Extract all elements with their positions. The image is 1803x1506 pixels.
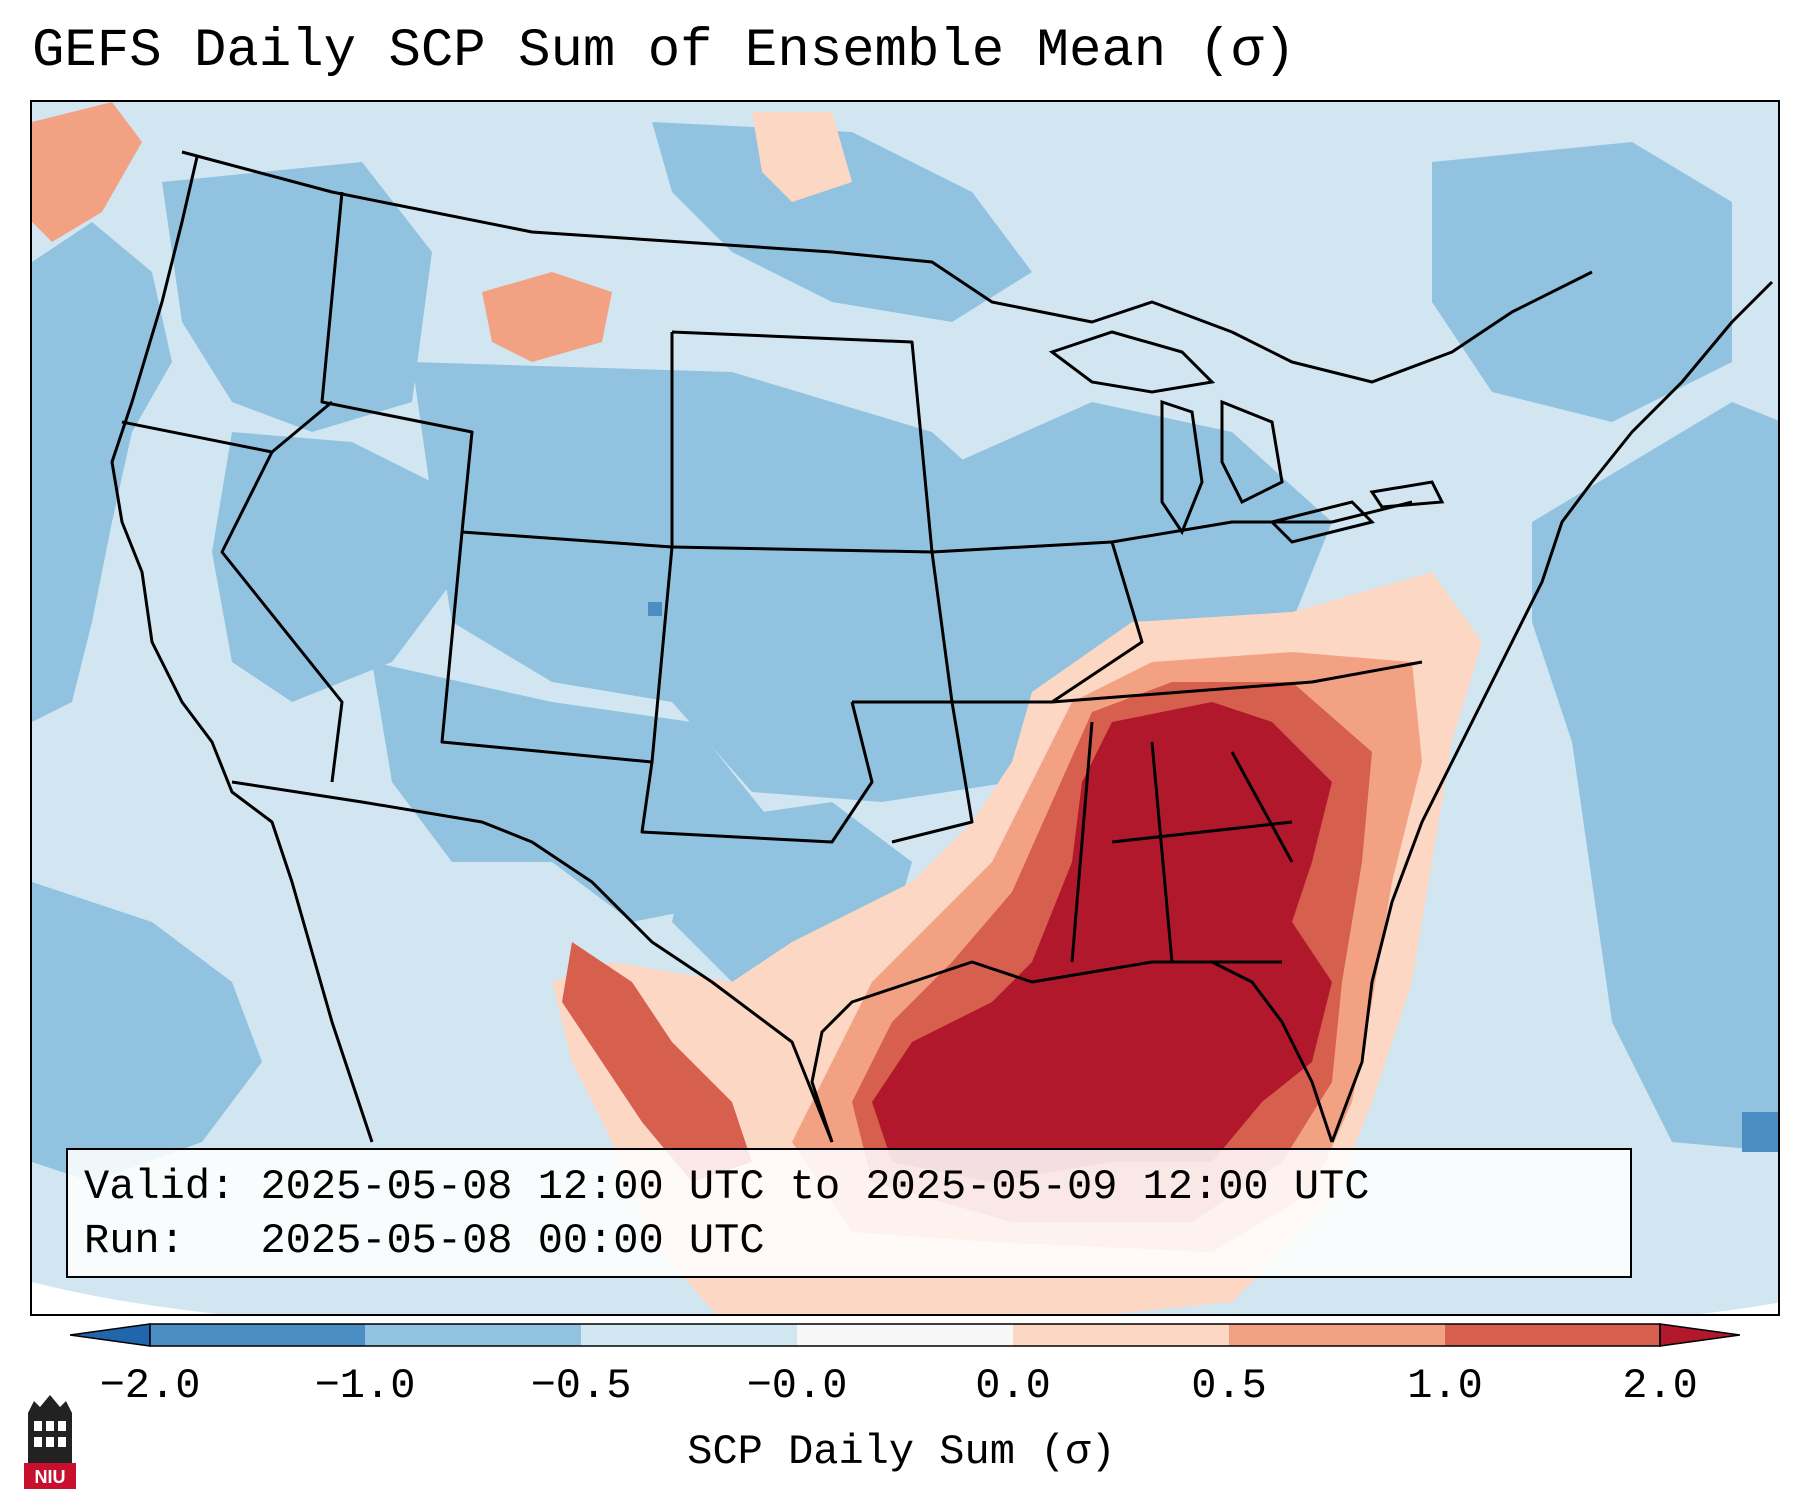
state-line-12	[1111, 820, 1293, 964]
colorbar-tick-label: 0.5	[1191, 1362, 1267, 1410]
colorbar-bin-1	[150, 1324, 365, 1346]
field-north-blue	[652, 122, 1032, 322]
map-panel	[30, 100, 1780, 1316]
lake-superior	[1048, 330, 1216, 394]
state-line-10	[1051, 660, 1423, 704]
colorbar-outline	[149, 1323, 1661, 1347]
run-value: 2025-05-08 00:00 UTC	[260, 1217, 765, 1265]
field-pos-above-2	[872, 702, 1332, 1182]
colorbar-tick-label: −0.0	[746, 1362, 848, 1410]
boundary-lines	[110, 150, 1774, 1143]
colorbar-bin-2	[365, 1324, 581, 1346]
field-pos-mexico-strip	[562, 942, 752, 1182]
state-line-4	[440, 531, 674, 764]
logo-window	[58, 1437, 66, 1447]
pacific-coastline	[110, 156, 374, 1143]
field-northwest-blue	[162, 162, 432, 432]
lake-michigan	[1160, 399, 1204, 536]
colorbar-bin-3	[581, 1324, 797, 1346]
valid-value: 2025-05-08 12:00 UTC to 2025-05-09 12:00…	[260, 1163, 1370, 1211]
field-east-canada-blue	[1432, 142, 1732, 422]
state-line-13	[891, 701, 974, 844]
colorbar-bin-4	[797, 1324, 1013, 1346]
colorbar-tick-label: −1.0	[314, 1362, 416, 1410]
colorbar-tick-label: 2.0	[1622, 1362, 1698, 1410]
state-line-1	[320, 191, 674, 549]
state-line-8	[931, 540, 1144, 704]
state-line-3	[220, 451, 344, 783]
logo-window	[46, 1437, 54, 1447]
lake-erie	[1269, 500, 1375, 544]
run-label: Run:	[84, 1217, 185, 1265]
valid-label: Valid:	[84, 1163, 236, 1211]
logo-tower-roof	[28, 1395, 72, 1413]
valid-run-info-box: Valid: 2025-05-08 12:00 UTC to 2025-05-0…	[66, 1148, 1632, 1278]
niu-tower-logo-icon: NIU	[24, 1395, 76, 1489]
logo-window	[34, 1437, 42, 1447]
state-line-11	[1070, 721, 1294, 963]
field-rockies-blue	[412, 362, 1082, 802]
colorbar-bin-6	[1229, 1324, 1445, 1346]
northern-border	[181, 150, 1593, 384]
colorbar-tick-label: 0.0	[975, 1362, 1051, 1410]
field-pos-canada-patch	[752, 112, 852, 202]
colorbar-label: SCP Daily Sum (σ)	[687, 1428, 1116, 1476]
logo-window	[58, 1421, 66, 1431]
field-pos-northwest-corner	[32, 102, 142, 242]
logo-window	[46, 1421, 54, 1431]
logo-window	[34, 1421, 42, 1431]
map-title: GEFS Daily SCP Sum of Ensemble Mean (σ)	[32, 21, 1296, 82]
colorbar-tick-label: −0.5	[530, 1362, 632, 1410]
logo-text-band	[24, 1463, 76, 1489]
colorbar-extend-high	[1659, 1323, 1740, 1347]
field-colorado-spot	[648, 602, 662, 616]
colorbar-bin-7	[1445, 1324, 1660, 1346]
field-atlantic-blue	[1532, 402, 1778, 1152]
field-caribbean-spot	[1742, 1112, 1778, 1152]
lake-ontario	[1369, 480, 1445, 509]
colorbar	[70, 1323, 1740, 1347]
gulf-coastline	[810, 960, 1334, 1143]
state-line-7	[671, 330, 934, 553]
state-line-5	[640, 701, 874, 844]
great-lakes	[1048, 330, 1445, 544]
colorbar-tick-label: −2.0	[99, 1362, 201, 1410]
field-great-basin-blue	[212, 432, 452, 702]
mexico-border	[231, 780, 834, 1143]
field-pacific-blue	[32, 882, 262, 1182]
logo-text: NIU	[35, 1467, 66, 1487]
colorbar-tick-label: 1.0	[1407, 1362, 1483, 1410]
field-southwest-blue	[372, 662, 772, 922]
field-pos-montana-patch	[482, 272, 612, 362]
lake-huron	[1220, 399, 1284, 505]
state-line-6	[671, 545, 954, 704]
field-west-coast-blue	[32, 222, 172, 722]
state-line-9	[1111, 500, 1413, 544]
colorbar-bin-5	[1013, 1324, 1229, 1346]
scp-field	[32, 102, 1778, 1314]
colorbar-extend-low	[70, 1323, 151, 1347]
scp-map	[32, 102, 1778, 1314]
atlantic-coastline	[1330, 280, 1774, 1143]
